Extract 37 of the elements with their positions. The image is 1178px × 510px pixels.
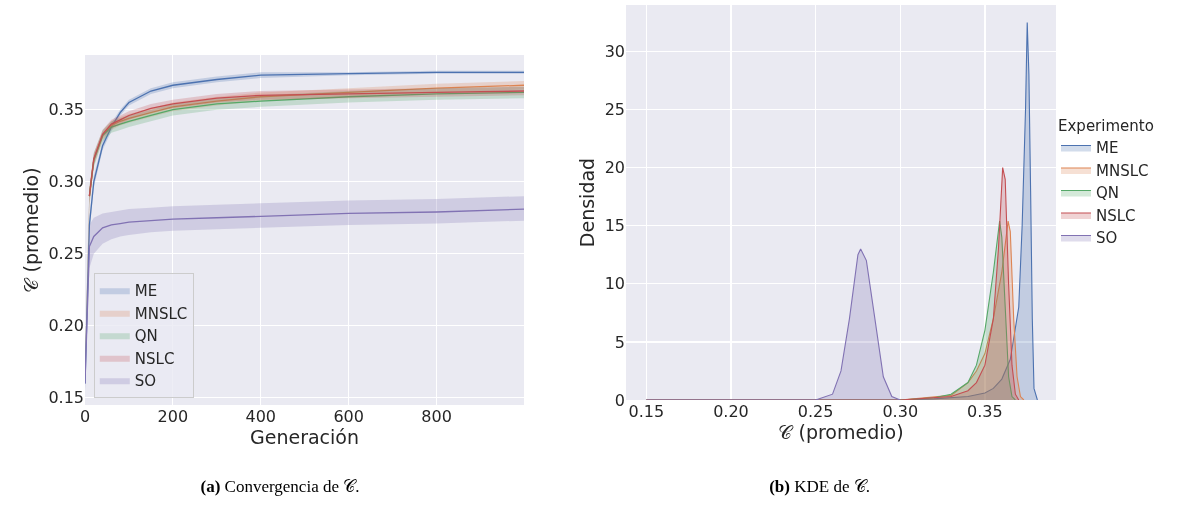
x-tick-label: 0.35 [967,402,1003,421]
text: (b) KDE de 𝒞. [769,477,870,497]
legend-label: SO [134,372,157,391]
x-tick-label: 0.25 [797,402,834,421]
y-tick-label: 0.30 [48,172,84,192]
y-tick-label: 5 [614,332,625,352]
text: (a) Convergencia de 𝒞. [200,477,360,497]
legend-label: NSLC [1096,206,1136,225]
legend-label: QN [134,327,158,346]
x-tick-label: 0.15 [628,402,665,421]
y-tick-label: 0.25 [48,244,84,264]
y-tick-label: 20 [604,158,625,178]
legend-label: MNSLC [134,304,188,323]
y-tick-label: 10 [604,274,625,294]
y-axis-title: Densidad [576,157,599,248]
y-tick-label: 25 [604,100,625,120]
legend-label: QN [1096,184,1120,203]
x-tick-label: 600 [333,407,364,426]
x-tick-label: 0.20 [713,402,749,421]
y-tick-label: 0.20 [48,316,84,336]
x-tick-label: 800 [421,407,452,426]
x-tick-label: 0.30 [882,402,919,421]
y-axis-title: 𝒞 (promedio) [20,167,43,293]
y-tick-label: 0.15 [48,388,84,408]
x-axis-title: Generación [250,426,359,448]
legend-label: ME [1096,139,1119,158]
y-tick-label: 15 [604,216,625,236]
legend-label: MNSLC [1096,161,1149,180]
legend-title: Experimento [1058,117,1154,136]
x-tick-label: 400 [245,407,277,426]
y-tick-label: 30 [604,42,625,62]
legend-label: NSLC [134,349,175,368]
legend-label: SO [1096,229,1118,248]
x-tick-label: 200 [157,407,189,426]
x-axis-title: 𝒞 (promedio) [778,421,904,443]
y-tick-label: 0.35 [48,100,84,120]
legend-label: ME [134,282,158,301]
